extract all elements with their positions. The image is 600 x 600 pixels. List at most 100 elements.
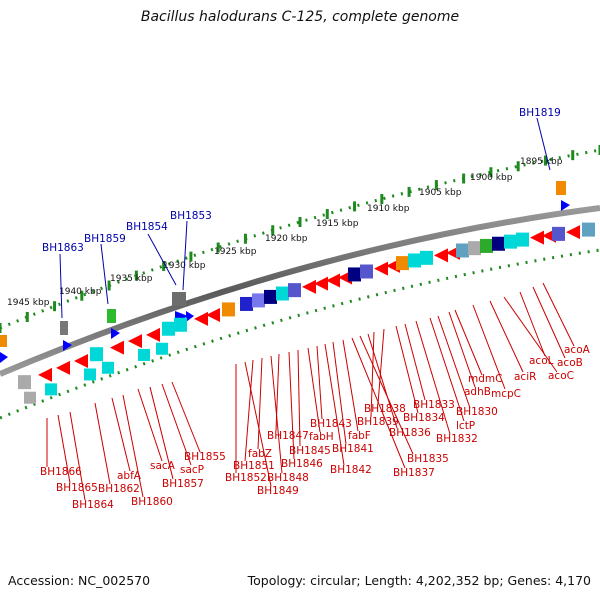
gene-arrow[interactable] <box>146 327 160 342</box>
gene-feature[interactable] <box>156 342 168 355</box>
gene-arrow[interactable] <box>206 308 220 323</box>
gene-arrow[interactable] <box>530 230 544 245</box>
gene-arrow[interactable] <box>314 276 328 291</box>
gene-arrow[interactable] <box>74 353 88 368</box>
gene-callout[interactable]: BH1834 <box>403 412 445 424</box>
gene-feature[interactable] <box>162 321 175 336</box>
gene-feature[interactable] <box>90 347 103 362</box>
gene-callout[interactable]: aciR <box>514 371 536 383</box>
gene-callout[interactable]: acoL <box>529 355 554 367</box>
gene-feature[interactable] <box>468 241 481 256</box>
gene-feature[interactable] <box>107 309 116 323</box>
gene-callout[interactable]: sacA <box>150 460 176 472</box>
gene-arrow[interactable] <box>56 360 70 375</box>
gene-arrow[interactable] <box>63 340 72 351</box>
gene-callout[interactable]: BH1847 <box>267 430 309 442</box>
gene-feature[interactable] <box>492 236 505 251</box>
gene-feature[interactable] <box>24 391 36 404</box>
gene-feature[interactable] <box>252 293 265 308</box>
gene-callout[interactable]: acoC <box>548 370 574 382</box>
gene-callout[interactable]: BH1859 <box>84 233 126 245</box>
gene-feature[interactable] <box>396 256 409 271</box>
gene-callout[interactable]: BH1863 <box>42 242 84 254</box>
gene-callout[interactable]: BH1835 <box>407 453 449 465</box>
gene-callout[interactable]: BH1842 <box>330 464 372 476</box>
gene-callout[interactable]: acoB <box>557 357 583 369</box>
gene-arrow[interactable] <box>194 311 208 326</box>
gene-callout[interactable]: BH1851 <box>233 460 275 472</box>
gene-feature[interactable] <box>516 232 529 247</box>
gene-arrow[interactable] <box>38 367 52 382</box>
gene-callout[interactable]: BH1830 <box>456 406 498 418</box>
gene-callout[interactable]: abfA <box>117 470 142 482</box>
gene-callout[interactable]: BH1819 <box>519 107 561 119</box>
gene-feature[interactable] <box>480 238 493 253</box>
gene-callout[interactable]: mcpC <box>491 388 521 400</box>
gene-callout[interactable]: lctP <box>456 420 475 432</box>
gene-callout[interactable]: BH1865 <box>56 482 98 494</box>
gene-arrow[interactable] <box>326 273 340 288</box>
gene-callout[interactable]: BH1853 <box>170 210 212 222</box>
gene-arrow[interactable] <box>561 200 570 211</box>
gene-callout[interactable]: acoA <box>564 344 591 356</box>
gene-callout[interactable]: BH1852 <box>225 472 267 484</box>
gene-callout[interactable]: sacP <box>180 464 204 476</box>
gene-feature[interactable] <box>408 253 421 268</box>
gene-callout[interactable]: BH1866 <box>40 466 82 478</box>
gene-callout[interactable]: BH1839 <box>357 416 399 428</box>
gene-callout[interactable]: BH1855 <box>184 451 226 463</box>
gene-arrow[interactable] <box>302 279 316 294</box>
gene-feature[interactable] <box>348 267 361 282</box>
gene-feature[interactable] <box>582 222 595 237</box>
gene-callout[interactable]: BH1860 <box>131 496 173 508</box>
gene-callout[interactable]: fabF <box>348 430 371 442</box>
gene-arrow[interactable] <box>374 261 388 276</box>
gene-callout[interactable]: BH1854 <box>126 221 168 233</box>
gene-feature[interactable] <box>45 383 57 396</box>
gene-feature[interactable] <box>138 348 150 361</box>
gene-callout[interactable]: BH1836 <box>389 427 431 439</box>
gene-feature[interactable] <box>456 243 469 258</box>
gene-callout[interactable]: BH1862 <box>98 483 140 495</box>
gene-feature[interactable] <box>102 361 114 374</box>
gene-callout[interactable]: BH1832 <box>436 433 478 445</box>
gene-arrow[interactable] <box>128 334 142 349</box>
gene-feature[interactable] <box>174 317 187 332</box>
gene-arrow[interactable] <box>434 248 448 263</box>
gene-feature[interactable] <box>60 321 68 335</box>
gene-arrow[interactable] <box>566 225 580 240</box>
gene-feature[interactable] <box>420 250 433 265</box>
gene-callout[interactable]: BH1838 <box>364 403 406 415</box>
gene-callout[interactable]: fabH <box>309 431 334 443</box>
gene-arrow[interactable] <box>111 328 120 339</box>
gene-callout[interactable]: adhB <box>464 386 491 398</box>
gene-feature[interactable] <box>240 296 253 311</box>
gene-callout[interactable]: fabZ <box>248 448 272 460</box>
gene-feature[interactable] <box>360 264 373 279</box>
gene-callout[interactable]: BH1837 <box>393 467 435 479</box>
gene-callout[interactable]: mdmC <box>468 373 502 385</box>
gene-feature[interactable] <box>222 302 235 317</box>
gene-arrow[interactable] <box>0 352 8 363</box>
gene-callout[interactable]: BH1841 <box>332 443 374 455</box>
gene-feature[interactable] <box>556 181 566 195</box>
gene-callout[interactable]: BH1848 <box>267 472 309 484</box>
gene-callout[interactable]: BH1864 <box>72 499 114 511</box>
gene-callout[interactable]: BH1843 <box>310 418 352 430</box>
gene-arrow[interactable] <box>110 340 124 355</box>
gene-arrow[interactable] <box>186 311 194 322</box>
gene-feature[interactable] <box>504 234 517 249</box>
gene-feature[interactable] <box>276 286 289 301</box>
gene-callout[interactable]: BH1857 <box>162 478 204 490</box>
gene-feature[interactable] <box>18 375 31 390</box>
gene-callout[interactable]: BH1846 <box>281 458 323 470</box>
gene-feature[interactable] <box>84 368 96 381</box>
gene-feature[interactable] <box>288 283 301 298</box>
gene-callout[interactable]: BH1845 <box>289 445 331 457</box>
gene-feature[interactable] <box>172 292 186 306</box>
gene-callout[interactable]: BH1833 <box>413 399 455 411</box>
gene-feature[interactable] <box>264 289 277 304</box>
gene-feature[interactable] <box>552 226 565 241</box>
gene-callout[interactable]: BH1849 <box>257 485 299 497</box>
gene-feature[interactable] <box>0 335 7 347</box>
